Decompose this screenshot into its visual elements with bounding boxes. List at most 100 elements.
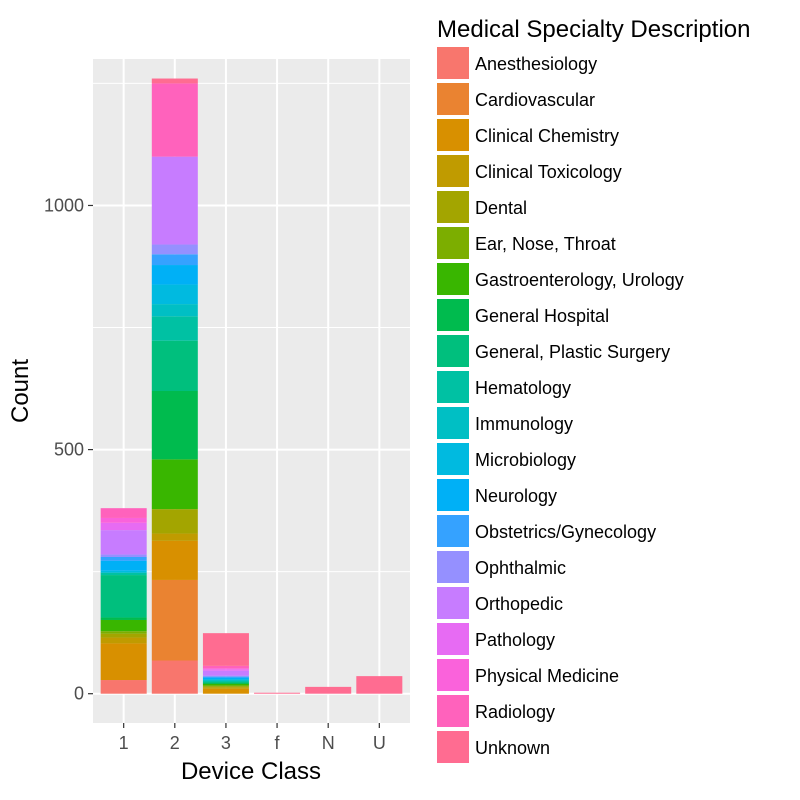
bar-segment (202, 668, 249, 670)
bar-segment (100, 631, 147, 634)
legend-key (437, 47, 469, 79)
bar-segment (202, 679, 249, 681)
bar-segment (202, 682, 249, 684)
legend-label: Neurology (475, 486, 557, 506)
x-tick-label: 2 (170, 733, 180, 753)
bar-segment (100, 572, 147, 576)
bar-segment (100, 508, 147, 518)
bar-segment (202, 681, 249, 682)
bar-segment (100, 530, 147, 555)
legend-key (437, 263, 469, 295)
bar-segment (202, 685, 249, 687)
bar-segment (151, 254, 198, 266)
bar-segment (100, 637, 147, 644)
bar-segment (100, 517, 147, 523)
legend-key (437, 407, 469, 439)
x-tick-label: U (373, 733, 386, 753)
x-tick-label: 1 (119, 733, 129, 753)
legend-key (437, 623, 469, 655)
bar-segment (202, 677, 249, 680)
bar-segment (100, 619, 147, 632)
bar-segment (100, 617, 147, 620)
legend-label: Dental (475, 198, 527, 218)
bar-segment (151, 265, 198, 285)
legend-label: Physical Medicine (475, 666, 619, 686)
bar-segment (305, 686, 352, 694)
bar-segment (202, 675, 249, 677)
legend-label: Radiology (475, 702, 555, 722)
bar-segment (202, 669, 249, 671)
bar-segment (151, 579, 198, 661)
legend-key (437, 335, 469, 367)
bar-segment (151, 244, 198, 255)
y-tick-label: 1000 (44, 195, 84, 215)
legend-label: General Hospital (475, 306, 609, 326)
legend-label: Microbiology (475, 450, 576, 470)
x-tick-label: f (275, 733, 281, 753)
legend-label: Obstetrics/Gynecology (475, 522, 656, 542)
legend-label: Ear, Nose, Throat (475, 234, 616, 254)
bar-segment (151, 509, 198, 534)
bar-segment (100, 554, 147, 557)
legend-label: Anesthesiology (475, 54, 597, 74)
bar-segment (151, 284, 198, 305)
bar-segment (202, 665, 249, 669)
legend-key (437, 695, 469, 727)
legend-key (437, 227, 469, 259)
legend-label: Gastroenterology, Urology (475, 270, 684, 290)
bars (100, 78, 403, 694)
legend-title: Medical Specialty Description (437, 16, 750, 43)
y-tick-label: 500 (54, 440, 84, 460)
bar-segment (100, 560, 147, 571)
y-tick-label: 0 (74, 684, 84, 704)
legend-label: Hematology (475, 378, 571, 398)
x-tick-label: 3 (221, 733, 231, 753)
y-axis: 0 500 1000 (44, 195, 93, 704)
legend-label: Ophthalmic (475, 558, 566, 578)
y-axis-title: Count (7, 359, 34, 423)
legend-key (437, 83, 469, 115)
legend-label: Clinical Toxicology (475, 162, 622, 182)
bar-segment (151, 156, 198, 245)
bar-segment (100, 570, 147, 573)
legend-label: Cardiovascular (475, 90, 595, 110)
legend-key (437, 443, 469, 475)
bar-segment (151, 533, 198, 541)
legend-key (437, 299, 469, 331)
legend-key (437, 515, 469, 547)
bar-segment (100, 680, 147, 694)
legend-key (437, 191, 469, 223)
bar-segment (202, 681, 249, 683)
bar-segment (151, 316, 198, 341)
legend-key (437, 479, 469, 511)
legend-key (437, 155, 469, 187)
bar-segment (151, 459, 198, 510)
legend-key (437, 731, 469, 763)
bar-segment (202, 687, 249, 689)
legend-label: Orthopedic (475, 594, 563, 614)
legend-key (437, 587, 469, 619)
bar-segment (202, 686, 249, 688)
bar-segment (151, 340, 198, 391)
bar-segment (151, 304, 198, 317)
bar-segment (202, 670, 249, 676)
bar-segment (202, 688, 249, 694)
bar-segment (202, 683, 249, 686)
bar-segment (202, 680, 249, 682)
x-axis: 1 2 3 f N U (119, 723, 386, 753)
legend-key (437, 119, 469, 151)
legend-label: Immunology (475, 414, 573, 434)
bar-segment (151, 660, 198, 694)
legend-key (437, 659, 469, 691)
legend-items: Anesthesiology Cardiovascular Clinical Che… (437, 47, 684, 763)
bar-segment (202, 633, 249, 666)
legend-key (437, 551, 469, 583)
legend-label: Clinical Chemistry (475, 126, 619, 146)
legend-label: Unknown (475, 738, 550, 758)
bar-segment (356, 676, 403, 694)
bar-segment (100, 575, 147, 618)
bar-segment (254, 692, 301, 694)
bar-segment (151, 83, 198, 157)
bar-segment (151, 391, 198, 460)
